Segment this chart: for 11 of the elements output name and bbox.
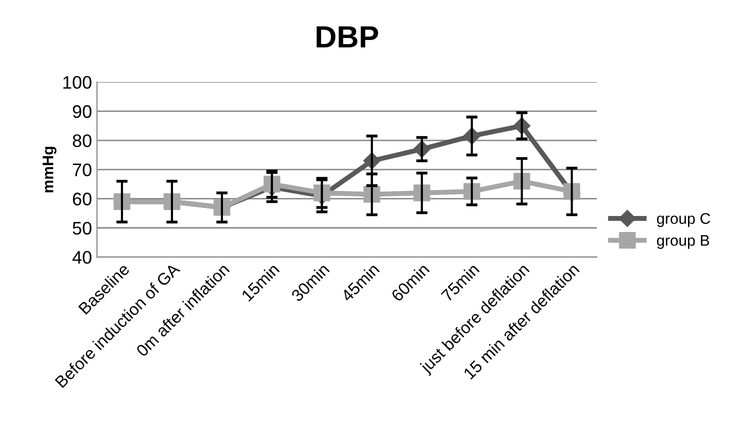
y-tick-label: 50 [72,222,92,235]
y-tick-label: 80 [72,134,92,148]
y-tick-label: 70 [72,163,92,176]
legend-label: group C [657,213,710,227]
y-tick-label: 90 [72,105,92,118]
y-axis-title: mmHg [42,146,56,192]
y-tick-label: 60 [72,192,92,206]
chart-title: DBP [316,26,378,48]
legend-label: group B [657,235,710,249]
y-tick-label: 100 [63,76,92,89]
y-tick-label: 40 [72,250,92,264]
